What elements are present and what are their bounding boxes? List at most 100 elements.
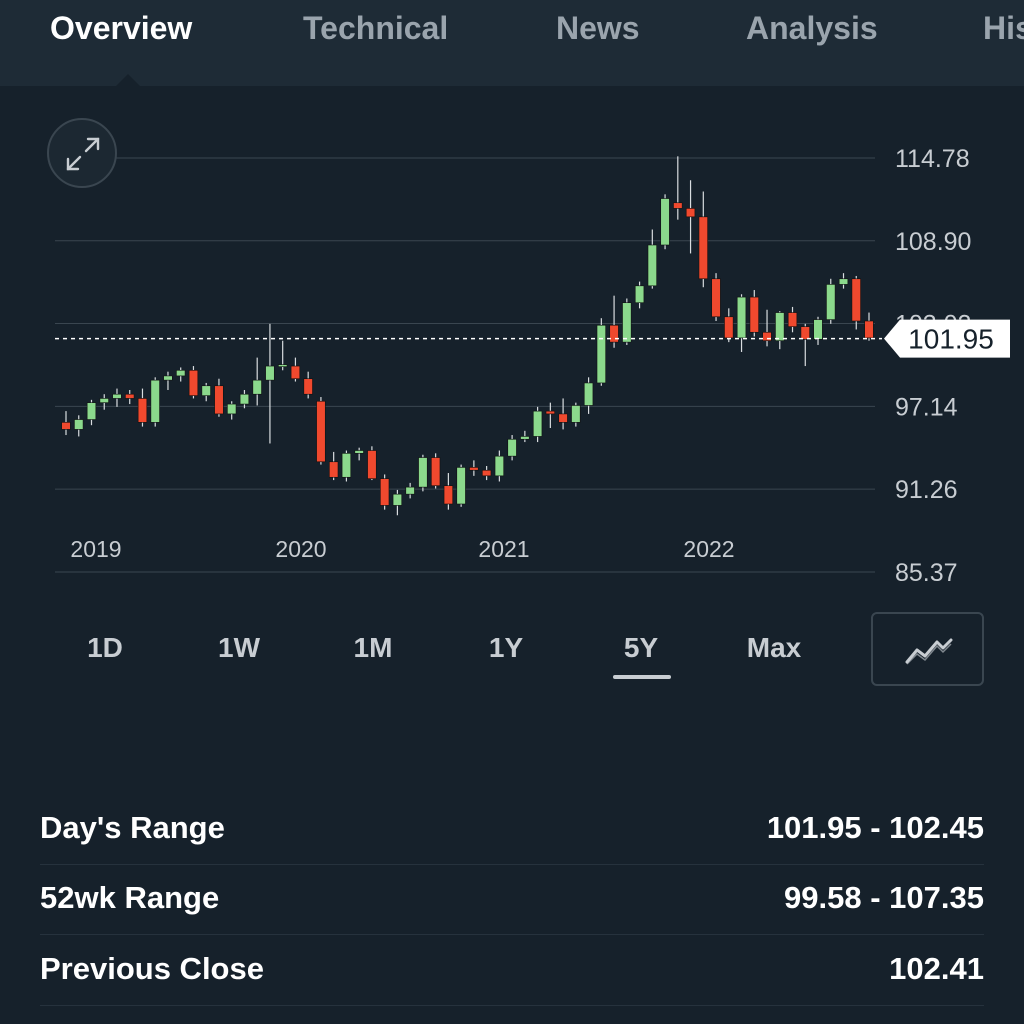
candle-body-down <box>724 316 734 339</box>
candle <box>864 312 874 341</box>
candle <box>558 398 568 430</box>
x-tick-label: 2021 <box>478 536 529 562</box>
y-tick-label: 85.37 <box>895 559 958 587</box>
stat-value: 102.41 <box>889 951 984 986</box>
y-tick-label: 114.78 <box>895 145 970 173</box>
candle-body-up <box>660 198 670 246</box>
price-chart[interactable]: 114.78108.90103.0297.1491.2685.372019202… <box>0 86 1024 606</box>
candle-body-down <box>711 278 721 318</box>
candle-body-up <box>252 379 262 395</box>
period-max[interactable]: Max <box>746 632 802 663</box>
candle <box>278 340 288 371</box>
candle <box>86 399 97 426</box>
candle <box>507 435 517 461</box>
candle <box>685 180 696 254</box>
candle-body-down <box>481 469 492 477</box>
candle <box>265 323 275 444</box>
candle <box>851 275 861 330</box>
tab-news[interactable]: News <box>556 10 640 46</box>
candle-body-up <box>583 382 594 406</box>
candle-body-down <box>864 320 874 339</box>
candle-body-up <box>227 403 237 415</box>
candle-body-down <box>367 450 377 479</box>
period-1d[interactable]: 1D <box>87 632 123 663</box>
tab-analysis[interactable]: Analysis <box>746 10 878 46</box>
tab-overview[interactable]: Overview <box>50 10 193 46</box>
period-1w[interactable]: 1W <box>218 632 260 663</box>
candle <box>673 156 683 220</box>
candle <box>660 194 670 250</box>
y-tick-label: 108.90 <box>895 228 971 256</box>
candle <box>481 466 492 481</box>
candle <box>634 281 645 309</box>
candle <box>201 382 211 402</box>
y-tick-label: 91.26 <box>895 476 958 504</box>
candle <box>303 371 313 399</box>
candle-body-down <box>469 467 479 471</box>
candle-body-up <box>74 419 84 430</box>
candle-body-down <box>380 478 390 506</box>
candle <box>99 394 109 410</box>
candle-body-up <box>775 312 785 342</box>
candle <box>609 295 619 348</box>
candle <box>227 401 237 420</box>
line-chart-icon <box>905 638 953 665</box>
candle-body-down <box>685 208 696 218</box>
candle <box>443 473 454 510</box>
candle <box>532 406 543 443</box>
period-5y[interactable]: 5Y <box>623 632 659 663</box>
candle-body-down <box>303 378 313 395</box>
candle <box>583 377 594 414</box>
candle-body-up <box>354 450 364 454</box>
chart-type-button[interactable] <box>871 612 984 686</box>
candle-body-up <box>201 385 211 396</box>
candle <box>622 298 632 345</box>
candle <box>418 454 428 492</box>
candle-body-up <box>838 278 849 285</box>
x-tick-label: 2020 <box>275 536 326 562</box>
candle <box>367 446 377 481</box>
stat-label: Previous Close <box>40 951 264 986</box>
candle-body-up <box>405 486 415 495</box>
candle-body-up <box>112 393 122 399</box>
stat-label: Day's Range <box>40 810 225 845</box>
candle <box>838 273 849 289</box>
candle <box>647 229 657 289</box>
candle <box>711 273 721 322</box>
chart-grid <box>55 157 875 573</box>
candle-body-up <box>826 284 836 320</box>
candle <box>775 311 785 350</box>
period-1m[interactable]: 1M <box>353 632 393 663</box>
candle-body-up <box>150 379 160 423</box>
candle-body-up <box>86 402 97 420</box>
candle-body-down <box>316 400 326 463</box>
candle-body-up <box>634 285 645 304</box>
candle <box>74 415 84 437</box>
candle <box>571 402 581 427</box>
candle-body-up <box>239 393 250 405</box>
candle <box>188 366 199 399</box>
candle-body-down <box>431 457 441 487</box>
y-tick-label: 97.14 <box>895 393 958 421</box>
active-period-underline <box>613 675 671 679</box>
candle <box>112 388 122 407</box>
candle-body-up <box>494 455 504 477</box>
tab-historical-data[interactable]: Historical Data <box>983 10 1024 46</box>
candle <box>724 308 734 343</box>
candle <box>800 323 810 367</box>
candle <box>214 378 224 417</box>
candle-body-down <box>125 393 135 399</box>
expand-chart-button[interactable] <box>47 118 117 188</box>
candle-body-down <box>749 296 759 333</box>
tab-technical[interactable]: Technical <box>303 10 449 46</box>
candle-body-down <box>188 369 199 396</box>
candle-body-down <box>609 324 619 343</box>
candle-body-down <box>762 331 772 342</box>
candle-body-up <box>278 364 288 367</box>
current-price-label: 101.95 <box>908 324 994 355</box>
period-1y[interactable]: 1Y <box>488 632 524 663</box>
candle-body-up <box>813 319 823 340</box>
candle-body-up <box>176 369 186 377</box>
candle <box>787 306 798 333</box>
chart-ticks: 114.78108.90103.0297.1491.2685.372019202… <box>70 145 971 587</box>
